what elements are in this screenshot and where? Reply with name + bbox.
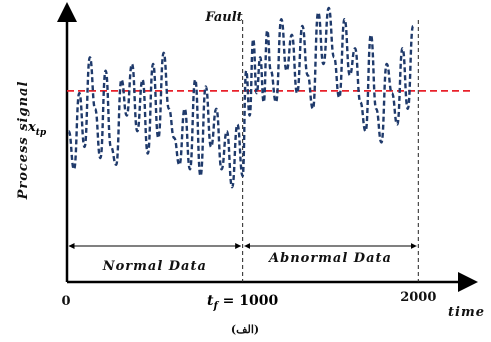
region-label-normal: Normal Data <box>102 259 207 274</box>
threshold-label: xtp <box>27 120 47 138</box>
x-tick-label-1000: tf = 1000 <box>207 293 278 312</box>
fault-label: Fault <box>204 10 242 25</box>
x-axis-label: time <box>448 305 485 320</box>
x-tick-label-0: 0 <box>61 294 70 309</box>
y-axis-label: Process signal <box>16 81 31 201</box>
region-label-abnormal: Abnormal Data <box>267 251 392 266</box>
figure-caption: (الف) <box>231 323 259 336</box>
series-line <box>67 6 415 189</box>
x-tick-label-2000: 2000 <box>400 290 436 305</box>
